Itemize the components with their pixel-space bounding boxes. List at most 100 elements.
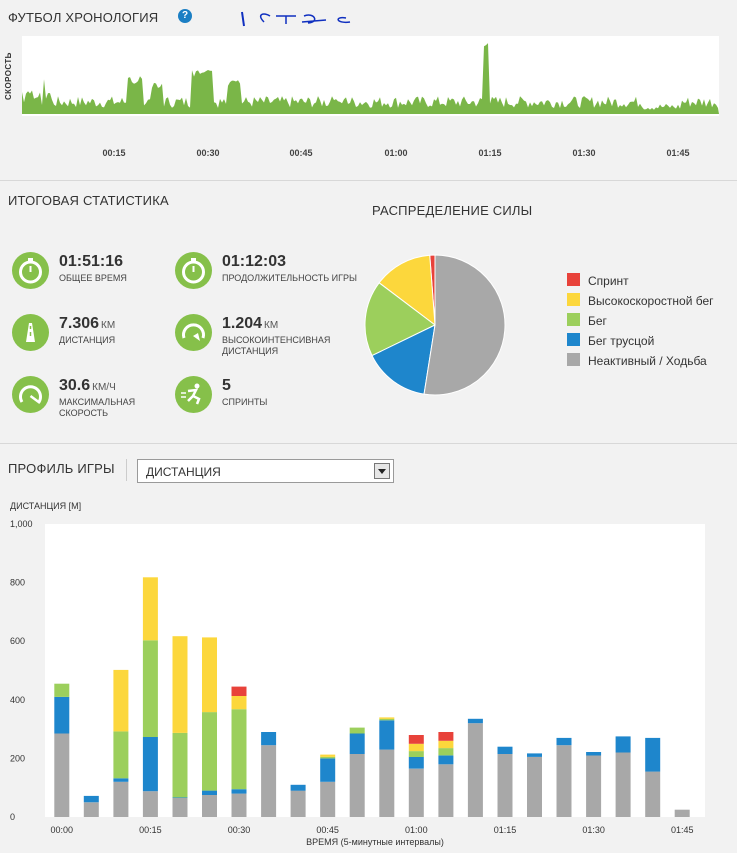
stat-value: 30.6 КМ/Ч — [59, 377, 116, 394]
timeline-tick: 00:45 — [289, 148, 313, 158]
stopwatch-icon — [12, 252, 49, 289]
bar-segment[interactable] — [54, 696, 70, 734]
bar-segment[interactable] — [527, 756, 542, 817]
bar-segment[interactable] — [645, 737, 661, 772]
help-icon[interactable]: ? — [178, 9, 192, 23]
x-tick-label: 00:30 — [228, 825, 251, 835]
bar-segment[interactable] — [261, 745, 277, 817]
y-tick-label: 1,000 — [10, 519, 33, 529]
bar-segment[interactable] — [438, 740, 454, 749]
bar-segment[interactable] — [349, 727, 365, 734]
bar-segment[interactable] — [231, 686, 247, 696]
sprinter-icon — [175, 376, 212, 413]
bar-segment[interactable] — [615, 752, 631, 818]
road-icon — [12, 314, 49, 351]
bar-segment[interactable] — [54, 683, 70, 697]
pie-slice — [371, 324, 436, 395]
bar-segment[interactable] — [556, 745, 572, 817]
bar-segment[interactable] — [172, 797, 188, 798]
bar-segment[interactable] — [142, 640, 158, 737]
bar-segment[interactable] — [349, 754, 365, 817]
bar-segment[interactable] — [202, 795, 217, 817]
bar-segment[interactable] — [172, 636, 188, 733]
bar-segment[interactable] — [379, 720, 395, 750]
x-tick-label: 01:30 — [582, 825, 605, 835]
bar-segment[interactable] — [497, 746, 513, 754]
bar-segment[interactable] — [83, 802, 99, 817]
bar-segment[interactable] — [615, 736, 631, 753]
bar-segment[interactable] — [202, 790, 217, 795]
timeline-tick: 00:15 — [102, 148, 126, 158]
bar-segment[interactable] — [586, 752, 602, 756]
bar-segment[interactable] — [231, 793, 247, 817]
bar-segment[interactable] — [349, 733, 365, 755]
bar-segment[interactable] — [290, 790, 306, 817]
bar-segment[interactable] — [408, 756, 424, 769]
bar-segment[interactable] — [172, 798, 188, 817]
bar-segment[interactable] — [408, 735, 424, 744]
bar-segment[interactable] — [438, 764, 454, 817]
bar-segment[interactable] — [674, 809, 690, 817]
x-tick-label: 00:15 — [139, 825, 162, 835]
x-tick-label: 01:45 — [671, 825, 694, 835]
bar-segment[interactable] — [379, 718, 395, 721]
bar-segment[interactable] — [261, 732, 277, 746]
timeline-chart[interactable] — [22, 36, 719, 116]
stat-label: ПРОДОЛЖИТЕЛЬНОСТЬ ИГРЫ — [222, 273, 357, 283]
bar-segment[interactable] — [231, 696, 247, 710]
bar-segment[interactable] — [467, 718, 483, 724]
legend-swatch — [567, 353, 580, 366]
bar-segment[interactable] — [231, 709, 247, 790]
timeline-tick: 01:45 — [666, 148, 690, 158]
x-tick-label: 00:00 — [51, 825, 74, 835]
y-tick-label: 800 — [10, 578, 25, 588]
bar-segment[interactable] — [320, 754, 336, 757]
bar-segment[interactable] — [290, 784, 306, 791]
bar-segment[interactable] — [379, 717, 395, 719]
bar-segment[interactable] — [320, 758, 336, 782]
legend-swatch — [567, 313, 580, 326]
bar-segment[interactable] — [586, 755, 602, 818]
bar-segment[interactable] — [83, 795, 99, 803]
bar-segment[interactable] — [467, 723, 483, 817]
bar-segment[interactable] — [320, 781, 336, 817]
x-tick-label: 00:45 — [316, 825, 339, 835]
bar-segment[interactable] — [142, 737, 158, 792]
bar-segment[interactable] — [172, 732, 188, 798]
bar-segment[interactable] — [113, 778, 129, 782]
bar-segment[interactable] — [231, 789, 247, 794]
bar-segment[interactable] — [320, 756, 336, 759]
bar-segment[interactable] — [438, 755, 454, 765]
divider — [0, 180, 737, 181]
speedometer-icon — [12, 376, 49, 413]
bar-segment[interactable] — [645, 771, 661, 817]
bar-segment[interactable] — [527, 753, 542, 757]
bar-segment[interactable] — [142, 791, 158, 817]
speed-area-chart — [22, 43, 719, 114]
bar-segment[interactable] — [408, 743, 424, 752]
speed-area — [22, 43, 719, 114]
metric-select[interactable]: ДИСТАНЦИЯ — [137, 459, 394, 483]
bar-segment[interactable] — [408, 751, 424, 757]
bar-segment[interactable] — [438, 748, 454, 756]
bar-segment[interactable] — [379, 749, 395, 817]
bar-segment[interactable] — [113, 669, 129, 732]
distance-bar-chart: 0 200 400 600 800 1,000 00:00 00:15 00:30 00:45 01… — [10, 519, 705, 847]
bar-segment[interactable] — [54, 733, 70, 818]
bar-segment[interactable] — [142, 577, 158, 641]
bar-segment[interactable] — [408, 768, 424, 817]
metric-select-value: ДИСТАНЦИЯ — [146, 465, 221, 479]
bar-segment[interactable] — [438, 732, 454, 741]
bar-segment[interactable] — [497, 754, 513, 817]
bar-segment[interactable] — [556, 737, 572, 746]
legend-swatch — [567, 333, 580, 346]
bar-segment[interactable] — [202, 637, 217, 713]
bar-segment[interactable] — [113, 731, 129, 779]
y-tick-label: 0 — [10, 812, 15, 822]
bar-segment[interactable] — [202, 712, 217, 791]
pie-slice — [378, 254, 436, 327]
timeline-tick: 01:15 — [478, 148, 502, 158]
bar-segment[interactable] — [113, 781, 129, 817]
intensity-pie-chart — [364, 254, 506, 396]
chevron-down-icon[interactable] — [374, 463, 390, 479]
